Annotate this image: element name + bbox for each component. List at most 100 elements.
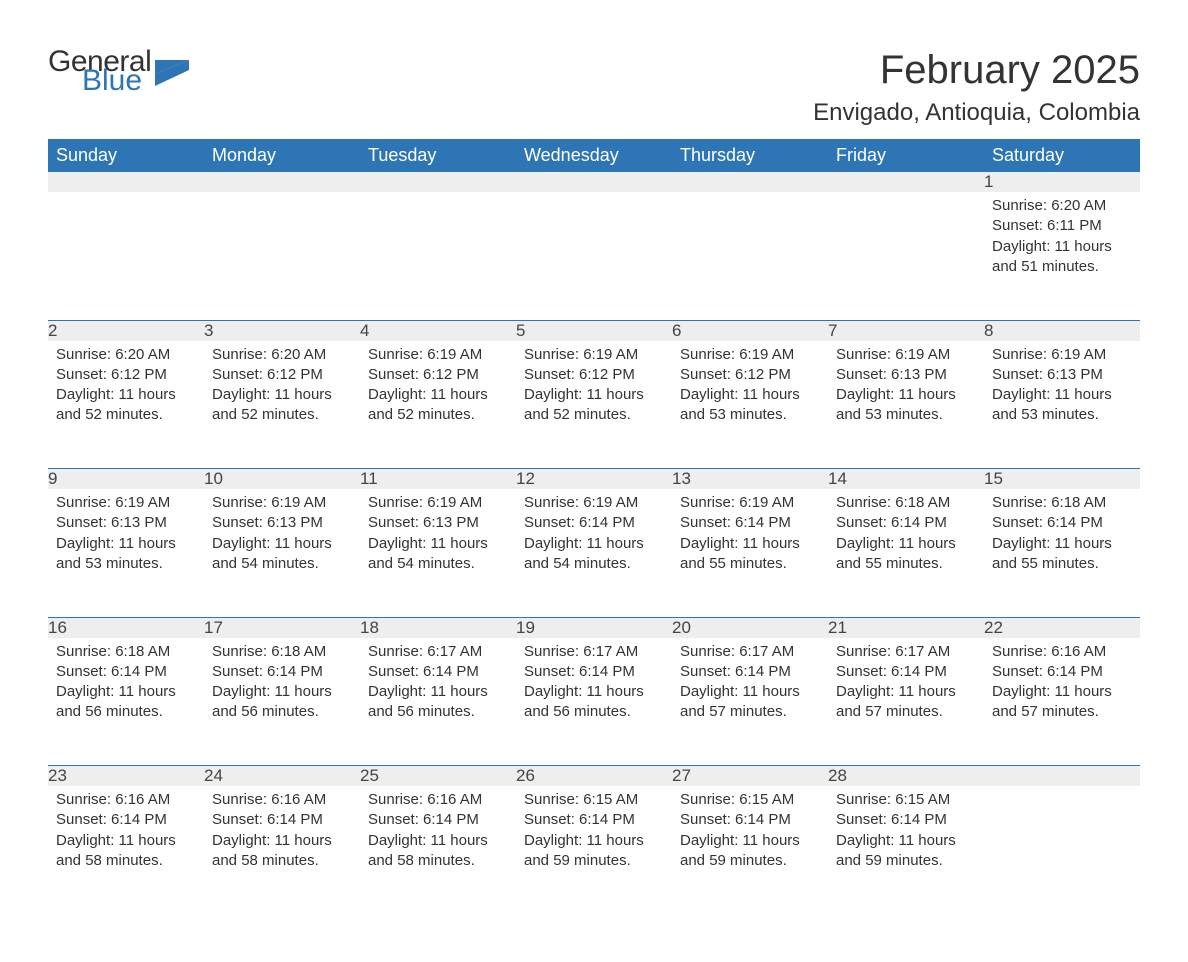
sunrise-text: Sunrise: 6:18 AM — [992, 493, 1132, 513]
day-number-cell: 18 — [360, 617, 516, 638]
day-number-cell — [48, 172, 204, 192]
title-block: February 2025 Envigado, Antioquia, Colom… — [813, 48, 1140, 127]
day-cell — [672, 192, 828, 320]
daylight-text: Daylight: 11 hours and 52 minutes. — [56, 385, 196, 426]
weekday-header: Sunday — [48, 139, 204, 172]
day-content: Sunrise: 6:19 AMSunset: 6:12 PMDaylight:… — [360, 341, 516, 436]
day-content: Sunrise: 6:20 AMSunset: 6:11 PMDaylight:… — [984, 192, 1140, 287]
day-cell: Sunrise: 6:17 AMSunset: 6:14 PMDaylight:… — [828, 638, 984, 766]
week-content-row: Sunrise: 6:19 AMSunset: 6:13 PMDaylight:… — [48, 489, 1140, 617]
header: General Blue February 2025 Envigado, Ant… — [48, 48, 1140, 127]
day-cell: Sunrise: 6:20 AMSunset: 6:12 PMDaylight:… — [204, 341, 360, 469]
sunset-text: Sunset: 6:14 PM — [992, 662, 1132, 682]
day-content — [672, 192, 828, 206]
day-content: Sunrise: 6:19 AMSunset: 6:13 PMDaylight:… — [984, 341, 1140, 436]
page-title: February 2025 — [813, 48, 1140, 93]
sunrise-text: Sunrise: 6:20 AM — [992, 196, 1132, 216]
sunrise-text: Sunrise: 6:17 AM — [524, 642, 664, 662]
daylight-text: Daylight: 11 hours and 52 minutes. — [212, 385, 352, 426]
day-cell: Sunrise: 6:15 AMSunset: 6:14 PMDaylight:… — [672, 786, 828, 914]
day-number-cell — [828, 172, 984, 192]
day-cell: Sunrise: 6:15 AMSunset: 6:14 PMDaylight:… — [516, 786, 672, 914]
daylight-text: Daylight: 11 hours and 56 minutes. — [56, 682, 196, 723]
day-number-cell: 22 — [984, 617, 1140, 638]
day-cell: Sunrise: 6:19 AMSunset: 6:13 PMDaylight:… — [828, 341, 984, 469]
sunset-text: Sunset: 6:12 PM — [368, 365, 508, 385]
sunrise-text: Sunrise: 6:19 AM — [368, 493, 508, 513]
day-number-cell: 6 — [672, 320, 828, 341]
week-daynum-row: 16171819202122 — [48, 617, 1140, 638]
day-number-cell: 19 — [516, 617, 672, 638]
sunrise-text: Sunrise: 6:19 AM — [680, 345, 820, 365]
location-label: Envigado, Antioquia, Colombia — [813, 99, 1140, 127]
sunset-text: Sunset: 6:11 PM — [992, 216, 1132, 236]
day-cell: Sunrise: 6:17 AMSunset: 6:14 PMDaylight:… — [672, 638, 828, 766]
day-cell — [48, 192, 204, 320]
day-number-cell: 20 — [672, 617, 828, 638]
day-cell: Sunrise: 6:20 AMSunset: 6:12 PMDaylight:… — [48, 341, 204, 469]
day-content: Sunrise: 6:16 AMSunset: 6:14 PMDaylight:… — [984, 638, 1140, 733]
sunrise-text: Sunrise: 6:19 AM — [368, 345, 508, 365]
sunset-text: Sunset: 6:13 PM — [836, 365, 976, 385]
day-cell: Sunrise: 6:19 AMSunset: 6:12 PMDaylight:… — [360, 341, 516, 469]
sunset-text: Sunset: 6:14 PM — [368, 662, 508, 682]
sunrise-text: Sunrise: 6:19 AM — [992, 345, 1132, 365]
day-cell: Sunrise: 6:18 AMSunset: 6:14 PMDaylight:… — [48, 638, 204, 766]
daylight-text: Daylight: 11 hours and 57 minutes. — [992, 682, 1132, 723]
day-number-cell: 8 — [984, 320, 1140, 341]
daylight-text: Daylight: 11 hours and 59 minutes. — [524, 831, 664, 872]
day-number-cell: 23 — [48, 766, 204, 787]
day-cell: Sunrise: 6:19 AMSunset: 6:13 PMDaylight:… — [48, 489, 204, 617]
sunrise-text: Sunrise: 6:19 AM — [524, 345, 664, 365]
daylight-text: Daylight: 11 hours and 54 minutes. — [212, 534, 352, 575]
daylight-text: Daylight: 11 hours and 52 minutes. — [368, 385, 508, 426]
day-cell: Sunrise: 6:19 AMSunset: 6:14 PMDaylight:… — [516, 489, 672, 617]
sunrise-text: Sunrise: 6:16 AM — [56, 790, 196, 810]
sunset-text: Sunset: 6:14 PM — [680, 662, 820, 682]
daylight-text: Daylight: 11 hours and 58 minutes. — [56, 831, 196, 872]
sunrise-text: Sunrise: 6:19 AM — [56, 493, 196, 513]
calendar-body: 1Sunrise: 6:20 AMSunset: 6:11 PMDaylight… — [48, 172, 1140, 914]
week-daynum-row: 232425262728 — [48, 766, 1140, 787]
day-content: Sunrise: 6:19 AMSunset: 6:13 PMDaylight:… — [48, 489, 204, 584]
day-content: Sunrise: 6:18 AMSunset: 6:14 PMDaylight:… — [204, 638, 360, 733]
sunset-text: Sunset: 6:14 PM — [524, 513, 664, 533]
day-cell — [984, 786, 1140, 914]
day-content: Sunrise: 6:17 AMSunset: 6:14 PMDaylight:… — [672, 638, 828, 733]
day-number-cell: 2 — [48, 320, 204, 341]
daylight-text: Daylight: 11 hours and 55 minutes. — [680, 534, 820, 575]
sunrise-text: Sunrise: 6:20 AM — [212, 345, 352, 365]
day-cell: Sunrise: 6:16 AMSunset: 6:14 PMDaylight:… — [360, 786, 516, 914]
sunset-text: Sunset: 6:14 PM — [56, 810, 196, 830]
sunrise-text: Sunrise: 6:19 AM — [212, 493, 352, 513]
sunset-text: Sunset: 6:12 PM — [212, 365, 352, 385]
day-content: Sunrise: 6:19 AMSunset: 6:12 PMDaylight:… — [672, 341, 828, 436]
day-number-cell — [360, 172, 516, 192]
daylight-text: Daylight: 11 hours and 56 minutes. — [368, 682, 508, 723]
day-content: Sunrise: 6:16 AMSunset: 6:14 PMDaylight:… — [48, 786, 204, 881]
day-content — [984, 786, 1140, 800]
day-number-cell: 1 — [984, 172, 1140, 192]
daylight-text: Daylight: 11 hours and 56 minutes. — [212, 682, 352, 723]
day-cell: Sunrise: 6:19 AMSunset: 6:14 PMDaylight:… — [672, 489, 828, 617]
day-number-cell: 26 — [516, 766, 672, 787]
daylight-text: Daylight: 11 hours and 55 minutes. — [992, 534, 1132, 575]
day-cell — [828, 192, 984, 320]
day-content: Sunrise: 6:20 AMSunset: 6:12 PMDaylight:… — [48, 341, 204, 436]
day-cell — [204, 192, 360, 320]
sunrise-text: Sunrise: 6:16 AM — [992, 642, 1132, 662]
day-content — [360, 192, 516, 206]
day-content: Sunrise: 6:19 AMSunset: 6:14 PMDaylight:… — [516, 489, 672, 584]
sunset-text: Sunset: 6:13 PM — [992, 365, 1132, 385]
sunrise-text: Sunrise: 6:18 AM — [836, 493, 976, 513]
day-content: Sunrise: 6:17 AMSunset: 6:14 PMDaylight:… — [516, 638, 672, 733]
week-content-row: Sunrise: 6:16 AMSunset: 6:14 PMDaylight:… — [48, 786, 1140, 914]
day-number-cell — [984, 766, 1140, 787]
day-content: Sunrise: 6:19 AMSunset: 6:13 PMDaylight:… — [828, 341, 984, 436]
day-content: Sunrise: 6:16 AMSunset: 6:14 PMDaylight:… — [360, 786, 516, 881]
calendar-table: SundayMondayTuesdayWednesdayThursdayFrid… — [48, 139, 1140, 914]
day-cell: Sunrise: 6:16 AMSunset: 6:14 PMDaylight:… — [984, 638, 1140, 766]
daylight-text: Daylight: 11 hours and 55 minutes. — [836, 534, 976, 575]
day-content: Sunrise: 6:19 AMSunset: 6:13 PMDaylight:… — [360, 489, 516, 584]
day-number-cell: 27 — [672, 766, 828, 787]
